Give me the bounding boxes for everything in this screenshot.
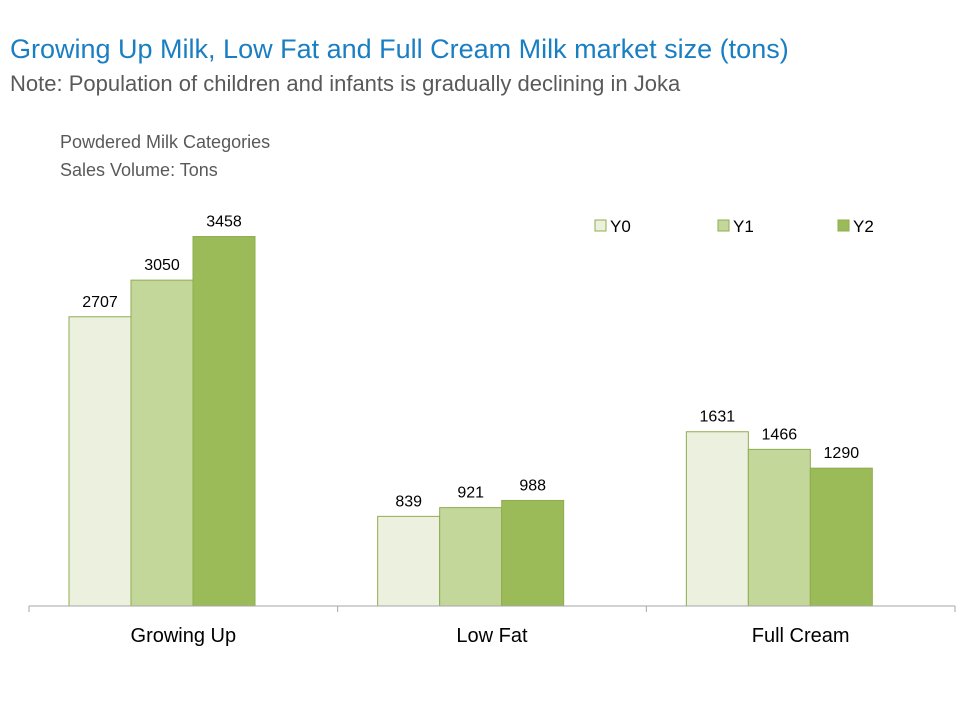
data-label: 2707 [82,294,118,311]
data-label: 988 [519,477,546,494]
bar-y2-low-fat [501,499,565,607]
data-label: 921 [457,485,484,502]
bar-y2-growing-up [192,236,256,607]
chart-subtitle: Note: Population of children and infants… [10,71,681,96]
legend-swatch-y1 [717,219,730,232]
bar-y1-full-cream [747,448,811,607]
x-tick-label: Full Cream [752,625,850,647]
caption-units: Sales Volume: Tons [60,160,218,180]
bar-y1-growing-up [130,279,194,607]
legend: Y0 Y1 Y2 [594,217,874,236]
legend-label-y0: Y0 [610,217,631,236]
bar-y0-full-cream [685,431,749,607]
legend-swatch-y2 [837,219,850,232]
data-label: 3050 [144,257,180,274]
x-tick-label: Growing Up [131,625,237,647]
data-label: 3458 [206,214,242,231]
data-label: 1631 [700,409,736,426]
data-labels-group: 2707 3050 3458 839 921 988 1631 1466 1290 [82,214,859,511]
bar-y2-full-cream [809,467,873,607]
x-axis: Growing Up Low Fat Full Cream [28,605,956,647]
data-label: 839 [395,493,422,510]
legend-label-y2: Y2 [853,217,874,236]
bar-y0-growing-up [68,316,132,607]
caption-categories: Powdered Milk Categories [60,132,271,152]
x-tick-label: Low Fat [456,625,528,647]
bars-group [68,236,873,607]
legend-label-y1: Y1 [733,217,754,236]
data-label: 1466 [762,426,798,443]
bar-y1-low-fat [439,507,503,607]
legend-swatch-y0 [594,219,607,232]
chart-title: Growing Up Milk, Low Fat and Full Cream … [10,34,789,64]
data-label: 1290 [824,445,860,462]
bar-y0-low-fat [377,515,441,607]
